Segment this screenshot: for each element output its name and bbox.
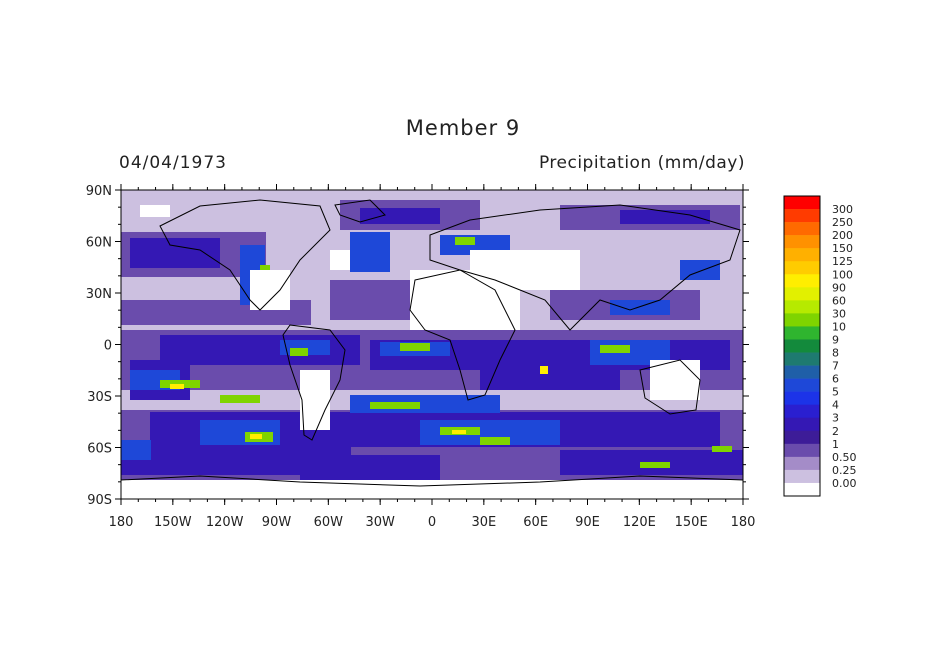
colorbar-swatch xyxy=(784,313,820,327)
lon-tick-label: 150E xyxy=(675,515,708,530)
lat-tick-label: 0 xyxy=(104,339,112,354)
lon-tick-label: 30E xyxy=(471,515,496,530)
colorbar-swatch xyxy=(784,261,820,275)
colorbar-label: 100 xyxy=(832,268,853,281)
lat-tick-label: 90N xyxy=(86,184,112,199)
colorbar-label: 300 xyxy=(832,203,853,216)
colorbar-swatch xyxy=(784,235,820,249)
colorbar-label: 7 xyxy=(832,360,839,373)
colorbar-swatch xyxy=(784,391,820,405)
colorbar-label: 125 xyxy=(832,255,853,268)
colorbar-swatch xyxy=(784,417,820,432)
precipitation-field xyxy=(121,190,743,499)
colorbar-swatch xyxy=(784,404,820,419)
colorbar-frame xyxy=(783,195,821,497)
field-layer-dry xyxy=(121,205,743,499)
colorbar-label: 10 xyxy=(832,320,846,333)
colorbar-swatch xyxy=(784,430,820,445)
colorbar-swatch xyxy=(784,456,820,471)
colorbar-swatch xyxy=(784,287,820,301)
variable-label: Precipitation (mm/day) xyxy=(538,153,745,173)
colorbar-label: 8 xyxy=(832,347,839,360)
colorbar-label: 30 xyxy=(832,307,846,320)
lon-tick-label: 180 xyxy=(109,515,134,530)
colorbar-label: 1 xyxy=(832,438,839,451)
lon-tick-label: 60E xyxy=(523,515,548,530)
colorbar-swatch xyxy=(784,274,820,288)
field-layer-peak xyxy=(170,366,548,439)
lat-tick-label: 30S xyxy=(87,390,112,405)
colorbar-label: 4 xyxy=(832,399,839,412)
lon-tick-label: 90W xyxy=(262,515,292,530)
colorbar-label: 90 xyxy=(832,281,846,294)
lon-tick-label: 180 xyxy=(731,515,756,530)
map-title: Member 9 xyxy=(405,116,521,140)
lon-tick-label: 120W xyxy=(206,515,244,530)
lon-tick-label: 0 xyxy=(428,515,436,530)
lat-tick-label: 90S xyxy=(87,493,112,508)
colorbar-swatch xyxy=(784,339,820,353)
colorbar-swatch xyxy=(784,469,820,484)
colorbar-label: 60 xyxy=(832,294,846,307)
colorbar-label: 0.50 xyxy=(832,451,857,464)
lat-tick-label: 60S xyxy=(87,442,112,457)
colorbar-swatch xyxy=(784,352,820,366)
colorbar-label: 3 xyxy=(832,412,839,425)
colorbar-swatch xyxy=(784,326,820,340)
lon-tick-label: 30W xyxy=(365,515,395,530)
colorbar-swatch xyxy=(784,248,820,262)
colorbar-swatch xyxy=(784,209,820,223)
colorbar-label: 150 xyxy=(832,242,853,255)
latitude-axis: 90N 60N 30N 0 30S 60S 90S xyxy=(86,184,749,508)
date-label: 04/04/1973 xyxy=(119,153,227,173)
lon-tick-label: 60W xyxy=(314,515,344,530)
lon-tick-label: 90E xyxy=(575,515,600,530)
colorbar-legend: 300250200150125100906030109876543210.500… xyxy=(783,195,857,497)
colorbar-label: 250 xyxy=(832,216,853,229)
colorbar-swatch xyxy=(784,222,820,236)
colorbar-swatch xyxy=(784,378,820,392)
lat-tick-label: 30N xyxy=(86,287,112,302)
colorbar-label: 2 xyxy=(832,425,839,438)
colorbar-label: 5 xyxy=(832,386,839,399)
colorbar-swatch xyxy=(784,196,820,210)
colorbar-label: 0.00 xyxy=(832,477,857,490)
lon-tick-label: 120E xyxy=(623,515,656,530)
longitude-axis: 180 150W 120W 90W 60W 30W 0 30E 60E 90E 120E 150E 18… xyxy=(109,184,756,530)
colorbar-swatch xyxy=(784,443,820,458)
colorbar-label: 9 xyxy=(832,333,839,346)
colorbar-swatch xyxy=(784,300,820,314)
colorbar-swatch xyxy=(784,365,820,379)
lat-tick-label: 60N xyxy=(86,236,112,251)
colorbar-label: 6 xyxy=(832,373,839,386)
colorbar-label: 200 xyxy=(832,229,853,242)
colorbar-swatch xyxy=(784,482,820,497)
colorbar-label: 0.25 xyxy=(832,464,857,477)
lon-tick-label: 150W xyxy=(154,515,192,530)
coastlines xyxy=(121,199,743,487)
